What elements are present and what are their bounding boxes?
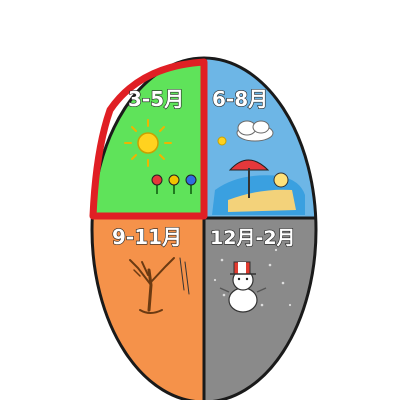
snowflakes [213,248,292,307]
small-sun-icon [217,136,227,146]
sun-icon [124,119,172,167]
label-winter: 12月-2月 [210,227,296,249]
bare-tree-icon [129,257,190,314]
cloud-icon [236,120,274,142]
label-spring: 3-5月 [128,87,184,111]
flowers-icon [151,174,197,194]
label-autumn: 9-11月 [112,225,182,249]
quadrant-spring[interactable] [80,50,204,218]
selection-highlight [89,58,208,220]
beach-ball-icon [273,172,289,188]
beach-umbrella-icon [228,159,270,198]
label-summer: 6-8月 [212,87,268,111]
snowman-icon [219,261,267,313]
